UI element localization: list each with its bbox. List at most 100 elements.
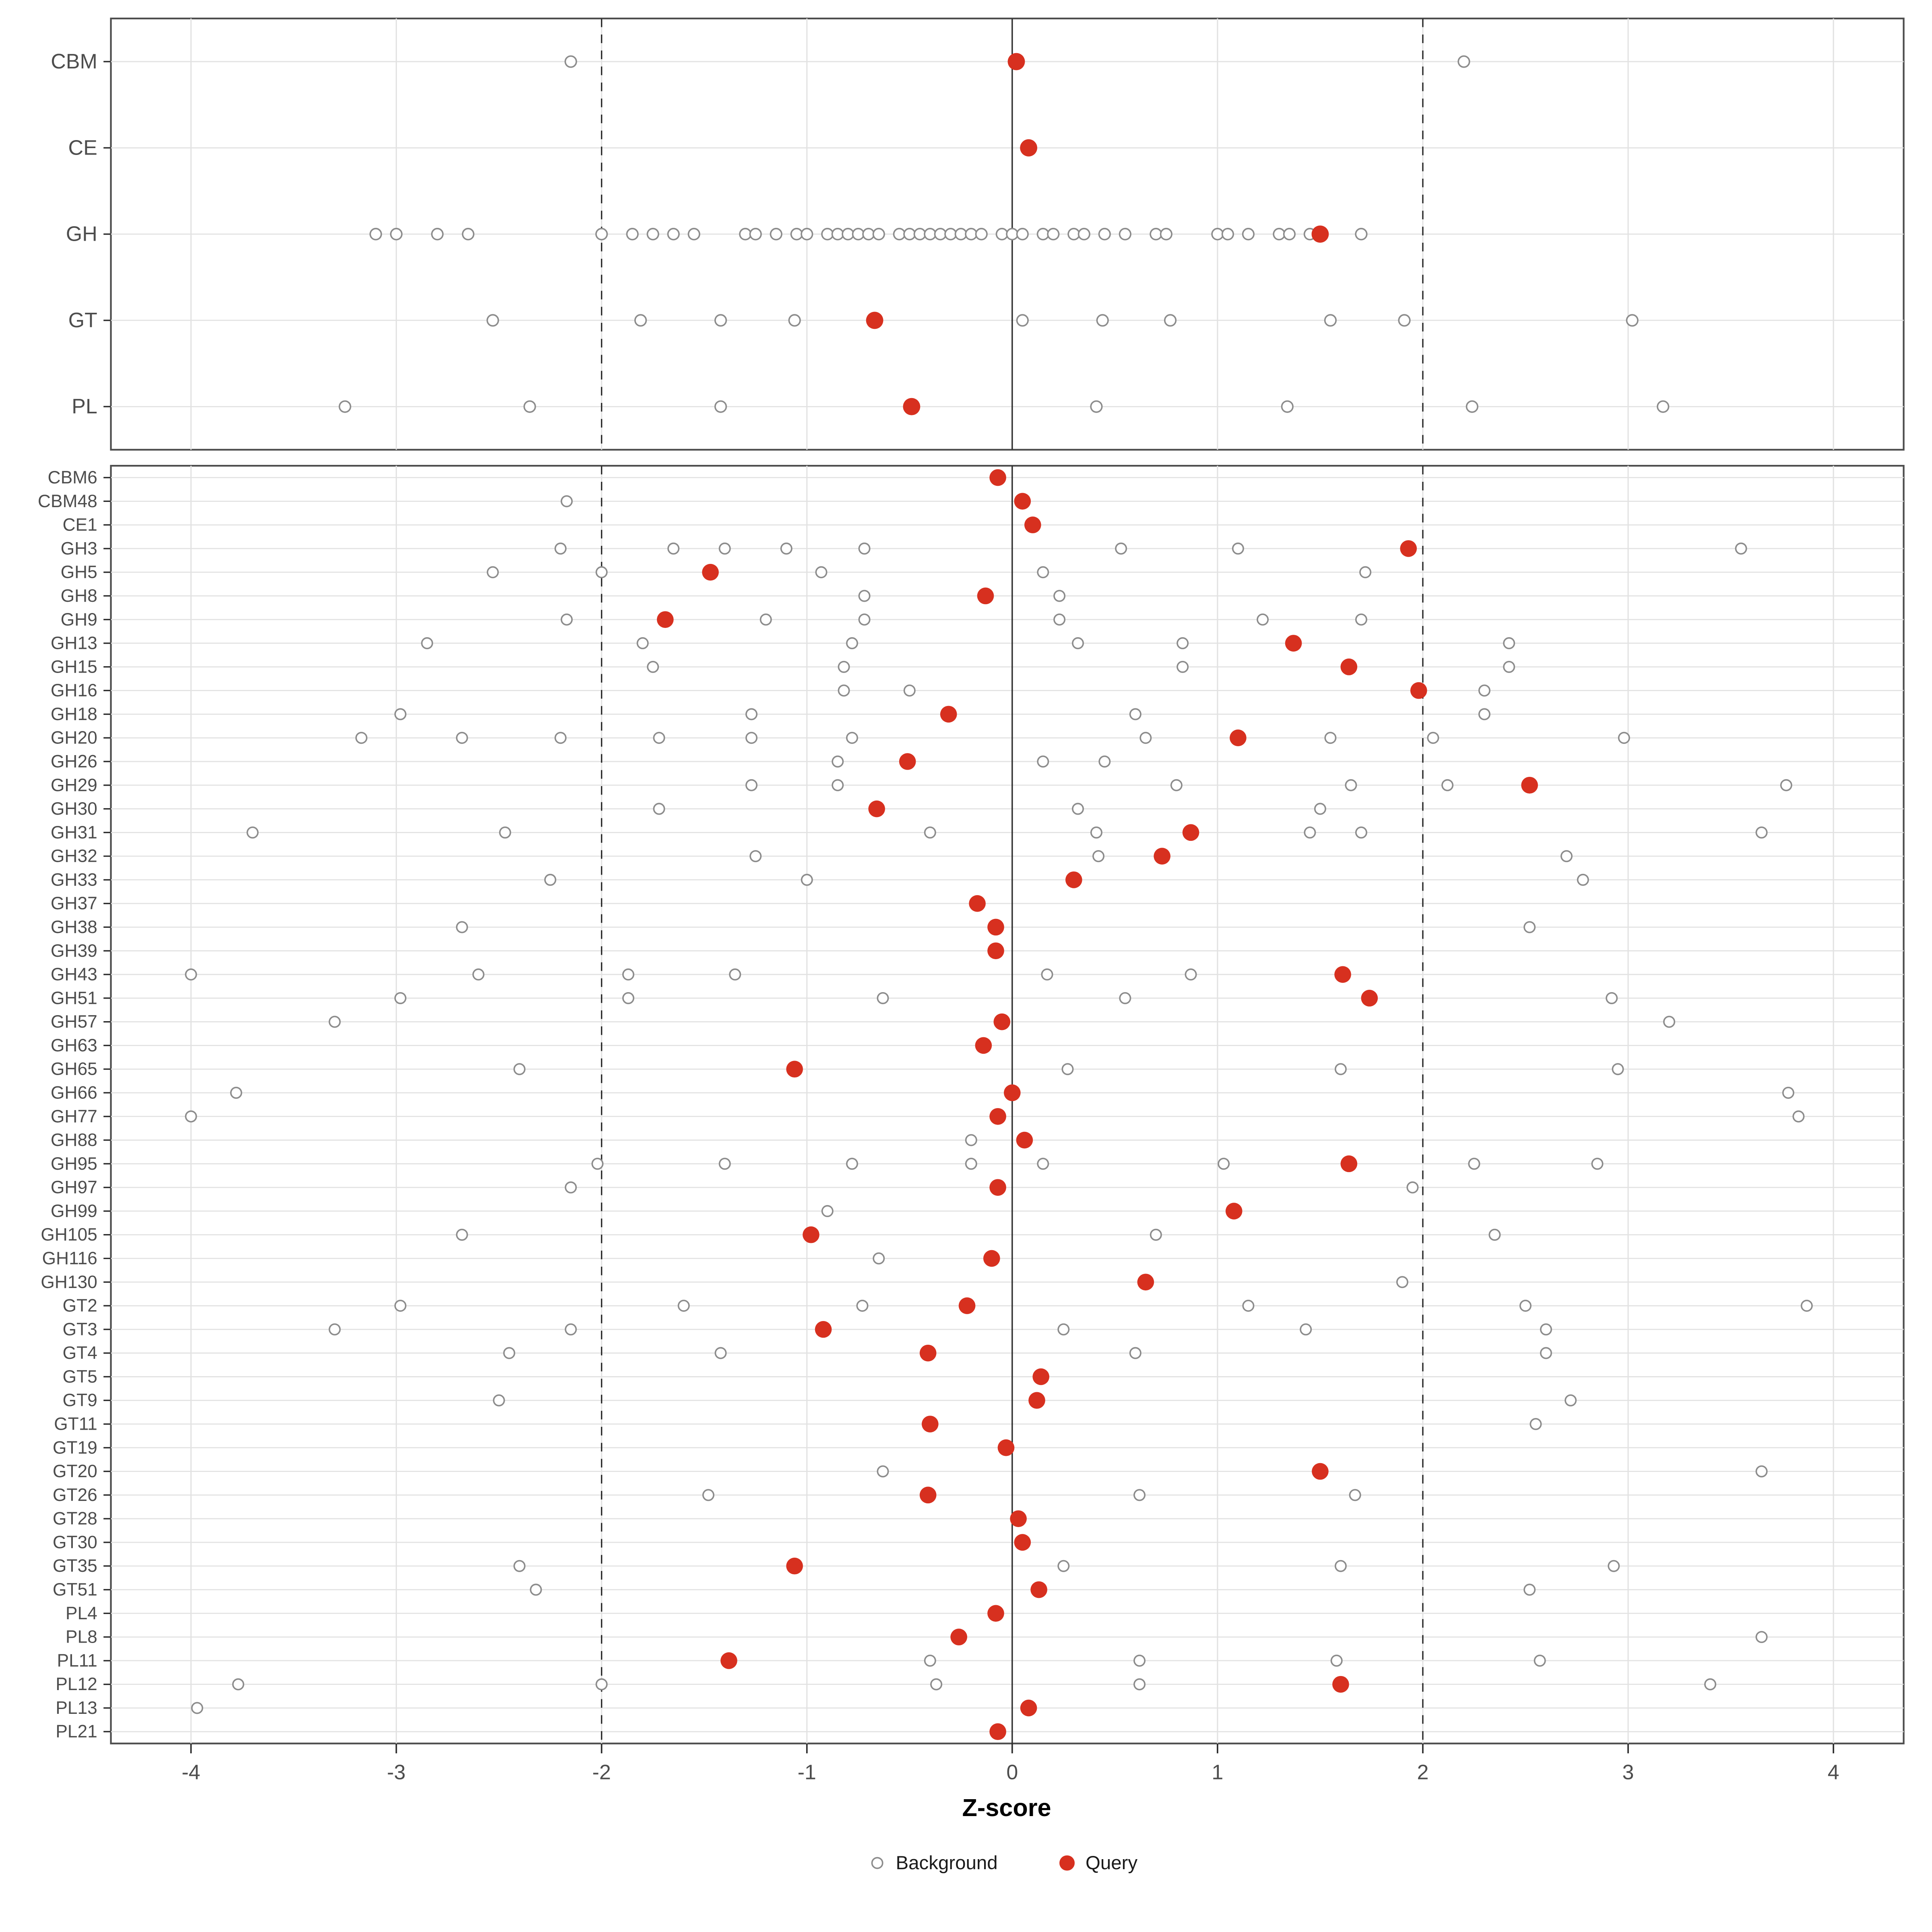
background-point xyxy=(1133,1654,1146,1667)
x-tick-label: -2 xyxy=(592,1761,611,1784)
background-point xyxy=(924,1654,936,1667)
background-point xyxy=(1281,400,1294,413)
background-point xyxy=(1355,826,1367,839)
background-point xyxy=(873,1252,885,1265)
row-label: GH105 xyxy=(41,1225,97,1245)
row-label: CE1 xyxy=(63,515,97,535)
background-point xyxy=(230,1086,242,1099)
x-tick-label: 2 xyxy=(1417,1761,1428,1784)
background-point xyxy=(1129,1347,1141,1359)
background-point xyxy=(821,228,834,241)
query-point xyxy=(983,1250,1000,1267)
background-point xyxy=(832,779,844,791)
background-point xyxy=(634,314,647,327)
row-label: GT26 xyxy=(53,1485,97,1505)
background-point xyxy=(1612,1063,1624,1075)
query-point xyxy=(1010,1510,1027,1527)
background-point xyxy=(1560,850,1573,863)
background-point xyxy=(1177,661,1189,673)
background-point xyxy=(1503,637,1515,650)
query-point xyxy=(1020,1699,1037,1717)
background-point xyxy=(591,1158,604,1170)
x-tick-label: -1 xyxy=(798,1761,816,1784)
query-point xyxy=(989,1723,1006,1740)
background-point xyxy=(801,228,813,241)
row-label: GH57 xyxy=(51,1012,97,1032)
background-point xyxy=(1800,1300,1813,1312)
background-point xyxy=(472,968,485,981)
background-point xyxy=(1098,228,1111,241)
row-label: GH33 xyxy=(51,870,97,890)
query-point xyxy=(1016,1131,1033,1149)
background-point xyxy=(1300,1323,1312,1335)
background-point xyxy=(1077,228,1090,241)
row-label: GT19 xyxy=(53,1438,97,1457)
background-point xyxy=(718,1158,731,1170)
background-point xyxy=(1170,779,1183,791)
row-label: PL8 xyxy=(66,1627,97,1647)
background-point xyxy=(1016,228,1029,241)
background-point xyxy=(745,732,758,744)
background-point xyxy=(877,1465,889,1478)
background-point xyxy=(749,228,762,241)
query-point xyxy=(1311,225,1329,243)
background-point xyxy=(646,228,659,241)
background-point xyxy=(842,228,855,241)
query-point xyxy=(1032,1368,1050,1385)
background-point xyxy=(653,803,665,815)
row-label: PL11 xyxy=(57,1651,97,1670)
background-point xyxy=(1626,314,1639,327)
row-label: GH xyxy=(66,223,97,246)
background-point xyxy=(1457,55,1470,68)
background-point xyxy=(858,613,871,626)
background-point xyxy=(1257,613,1269,626)
background-point xyxy=(954,228,967,241)
query-point xyxy=(987,1605,1004,1622)
background-point xyxy=(1577,873,1589,886)
background-point xyxy=(1618,732,1630,744)
background-point xyxy=(1061,1063,1074,1075)
legend-query-label: Query xyxy=(1086,1852,1137,1874)
x-tick-label: 1 xyxy=(1212,1761,1223,1784)
background-point xyxy=(394,1300,407,1312)
background-point xyxy=(934,228,947,241)
background-point xyxy=(1334,1063,1347,1075)
background-point xyxy=(1218,1158,1230,1170)
row-label: GH3 xyxy=(61,539,97,558)
query-point xyxy=(702,564,719,581)
query-point xyxy=(940,706,957,723)
background-point xyxy=(513,1560,526,1572)
query-point xyxy=(950,1629,967,1645)
row-label: GH37 xyxy=(51,894,97,913)
row-label: GH5 xyxy=(61,562,97,582)
background-point xyxy=(1119,992,1131,1004)
row-label: GT4 xyxy=(63,1343,97,1363)
background-point xyxy=(1057,1323,1070,1335)
row-label: PL4 xyxy=(66,1604,97,1623)
background-point xyxy=(1468,1158,1480,1170)
background-point xyxy=(185,968,197,981)
query-point xyxy=(1410,682,1427,699)
background-point xyxy=(1519,1300,1532,1312)
background-point xyxy=(339,400,351,413)
query-point xyxy=(989,1108,1006,1125)
background-point xyxy=(1657,400,1670,413)
row-label: GH26 xyxy=(51,751,97,771)
background-point xyxy=(780,542,793,555)
background-point xyxy=(390,228,403,241)
background-point xyxy=(513,1063,526,1075)
background-point xyxy=(838,684,850,697)
query-point xyxy=(977,587,994,605)
query-point xyxy=(720,1652,737,1669)
background-point xyxy=(622,992,634,1004)
row-label: GT28 xyxy=(53,1509,97,1529)
background-point xyxy=(801,873,813,886)
background-point xyxy=(858,590,871,602)
query-point xyxy=(868,800,885,817)
background-point xyxy=(975,228,988,241)
background-point xyxy=(328,1323,341,1335)
row-label: PL xyxy=(72,395,97,418)
panel-border xyxy=(110,464,1905,1744)
background-point xyxy=(1782,1086,1794,1099)
query-point xyxy=(919,1486,937,1504)
